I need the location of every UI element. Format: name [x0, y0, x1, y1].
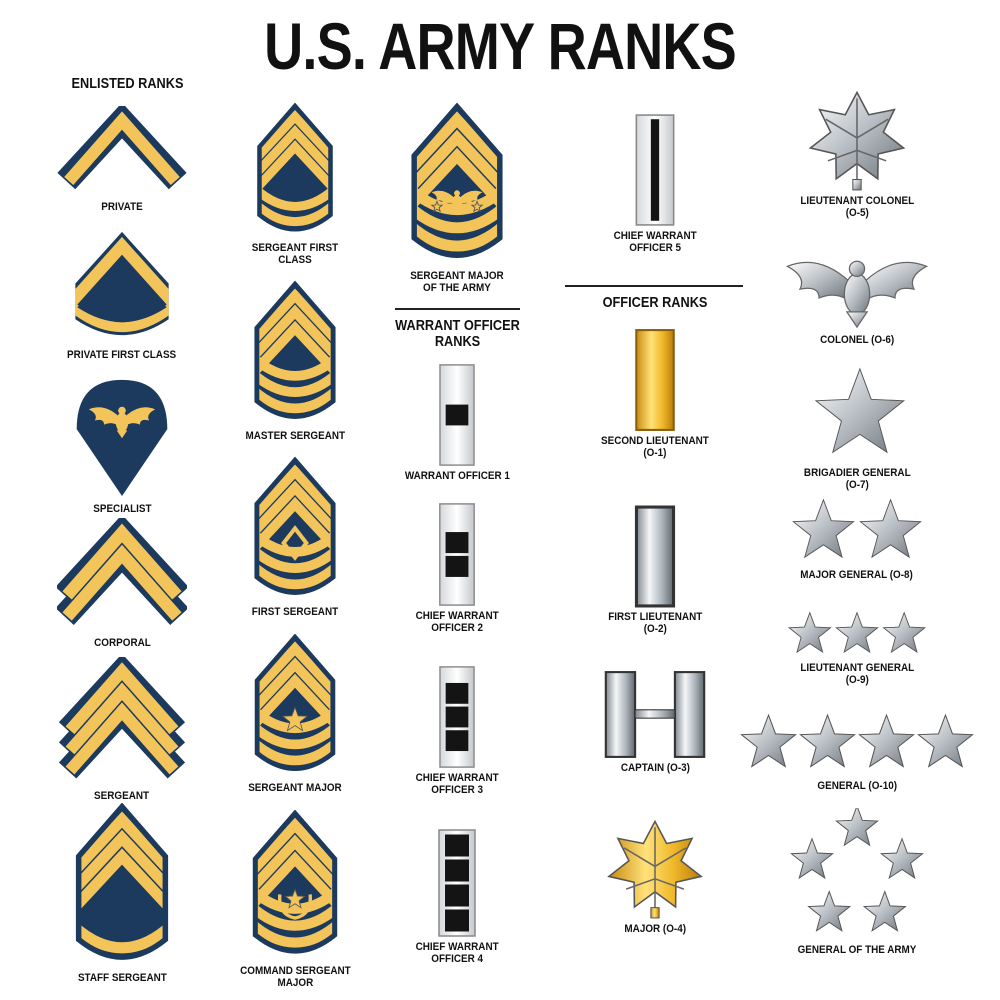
rank-label: CHIEF WARRANT OFFICER 4	[415, 941, 499, 965]
page-title: U.S. ARMY RANKS	[264, 9, 737, 83]
first-sergeant-insignia-icon	[254, 457, 336, 595]
rank-sergeant-major-of-the-army: SERGEANT MAJOR OF THE ARMY	[382, 103, 532, 294]
staff-sergeant-insignia-icon	[75, 803, 169, 960]
officer-ranks-header: OFFICER RANKS	[602, 294, 708, 311]
rank-major: MAJOR (O-4)	[575, 817, 735, 935]
specialist-insignia-icon	[76, 379, 168, 497]
rank-label: FIRST SERGEANT	[251, 606, 339, 618]
rank-command-sergeant-major: COMMAND SERGEANT MAJOR	[220, 810, 370, 989]
rank-label: CAPTAIN (O-3)	[620, 762, 690, 774]
rank-label: MASTER SERGEANT	[245, 430, 345, 442]
command-sergeant-major-insignia-icon	[252, 810, 338, 954]
second-lieutenant-insignia-icon	[635, 329, 675, 431]
major-general-insignia-icon	[792, 498, 922, 559]
rank-chief-warrant-officer-3: CHIEF WARRANT OFFICER 3	[382, 665, 532, 796]
rank-major-general: MAJOR GENERAL (O-8)	[737, 497, 977, 581]
rank-label: PRIVATE FIRST CLASS	[67, 349, 177, 361]
rank-sergeant-first-class: SERGEANT FIRST CLASS	[220, 103, 370, 266]
rank-label: MAJOR GENERAL (O-8)	[800, 569, 914, 581]
rank-label: LIEUTENANT COLONEL (O-5)	[800, 195, 914, 219]
rank-label: CHIEF WARRANT OFFICER 3	[415, 772, 499, 796]
captain-insignia-icon	[604, 671, 706, 758]
rank-general-of-the-army: GENERAL OF THE ARMY	[737, 808, 977, 956]
general-of-the-army-insignia-icon	[790, 808, 924, 932]
divider	[565, 285, 743, 287]
rank-label: COLONEL (O-6)	[819, 334, 895, 346]
rank-label: STAFF SERGEANT	[77, 972, 167, 984]
rank-label: WARRANT OFFICER 1	[404, 470, 510, 482]
sergeant-first-class-insignia-icon	[257, 103, 333, 232]
rank-label: SERGEANT	[94, 790, 150, 802]
rank-label: GENERAL OF THE ARMY	[797, 944, 917, 956]
lieutenant-colonel-insignia-icon	[808, 90, 906, 191]
rank-label: FIRST LIEUTENANT (O-2)	[607, 611, 703, 635]
rank-label: SERGEANT FIRST CLASS	[251, 242, 339, 266]
corporal-insignia-icon	[57, 518, 187, 625]
rank-second-lieutenant: SECOND LIEUTENANT (O-1)	[575, 328, 735, 459]
rank-label: SECOND LIEUTENANT (O-1)	[601, 435, 709, 459]
rank-label: CHIEF WARRANT OFFICER 2	[415, 610, 499, 634]
sergeant-insignia-icon	[58, 657, 186, 779]
private-insignia-icon	[57, 106, 187, 190]
sergeant-major-insignia-icon	[254, 634, 336, 771]
master-sergeant-insignia-icon	[254, 281, 336, 419]
rank-label: MAJOR (O-4)	[624, 923, 686, 935]
brigadier-general-insignia-icon	[814, 367, 906, 454]
warrant-officer-ranks-header: WARRANT OFFICER RANKS	[395, 317, 520, 350]
rank-private: PRIVATE	[57, 106, 187, 213]
rank-specialist: SPECIALIST	[57, 372, 187, 515]
rank-lieutenant-general: LIEUTENANT GENERAL (O-9)	[737, 610, 977, 686]
chief-warrant-officer-2-insignia-icon	[439, 503, 475, 606]
rank-corporal: CORPORAL	[57, 518, 187, 649]
rank-chief-warrant-officer-2: CHIEF WARRANT OFFICER 2	[382, 502, 532, 634]
rank-label: SPECIALIST	[92, 503, 152, 515]
rank-staff-sergeant: STAFF SERGEANT	[57, 803, 187, 984]
sergeant-major-of-the-army-insignia-icon	[411, 103, 503, 258]
rank-label: CHIEF WARRANT OFFICER 5	[613, 230, 697, 254]
rank-label: LIEUTENANT GENERAL (O-9)	[800, 662, 914, 686]
rank-label: BRIGADIER GENERAL (O-7)	[803, 467, 911, 491]
first-lieutenant-insignia-icon	[634, 505, 676, 608]
rank-sergeant: SERGEANT	[57, 657, 187, 802]
rank-label: PRIVATE	[101, 201, 143, 213]
rank-label: GENERAL (O-10)	[817, 780, 897, 792]
chief-warrant-officer-4-insignia-icon	[438, 829, 476, 937]
chief-warrant-officer-3-insignia-icon	[439, 666, 475, 768]
general-insignia-icon	[740, 713, 974, 768]
rank-label: CORPORAL	[93, 637, 151, 649]
rank-first-lieutenant: FIRST LIEUTENANT (O-2)	[575, 505, 735, 635]
rank-chief-warrant-officer-5: CHIEF WARRANT OFFICER 5	[575, 113, 735, 254]
private-first-class-insignia-icon	[75, 231, 169, 336]
rank-label: SERGEANT MAJOR	[248, 782, 342, 794]
enlisted-ranks-header: ENLISTED RANKS	[71, 75, 184, 92]
colonel-insignia-icon	[785, 260, 929, 329]
rank-sergeant-major: SERGEANT MAJOR	[220, 634, 370, 794]
major-insignia-icon	[607, 819, 703, 919]
chief-warrant-officer-5-insignia-icon	[635, 114, 675, 226]
warrant-officer-1-insignia-icon	[439, 364, 475, 466]
rank-chief-warrant-officer-4: CHIEF WARRANT OFFICER 4	[382, 828, 532, 965]
rank-colonel: COLONEL (O-6)	[737, 256, 977, 346]
rank-general: GENERAL (O-10)	[737, 710, 977, 792]
rank-label: SERGEANT MAJOR OF THE ARMY	[410, 270, 504, 294]
rank-first-sergeant: FIRST SERGEANT	[220, 457, 370, 618]
rank-master-sergeant: MASTER SERGEANT	[220, 281, 370, 442]
rank-warrant-officer-1: WARRANT OFFICER 1	[382, 363, 532, 482]
rank-label: COMMAND SERGEANT MAJOR	[239, 965, 351, 989]
rank-private-first-class: PRIVATE FIRST CLASS	[57, 222, 187, 361]
lieutenant-general-insignia-icon	[787, 611, 927, 654]
rank-captain: CAPTAIN (O-3)	[575, 670, 735, 774]
divider	[395, 308, 520, 310]
rank-lieutenant-colonel: LIEUTENANT COLONEL (O-5)	[737, 88, 977, 219]
rank-brigadier-general: BRIGADIER GENERAL (O-7)	[737, 366, 977, 491]
